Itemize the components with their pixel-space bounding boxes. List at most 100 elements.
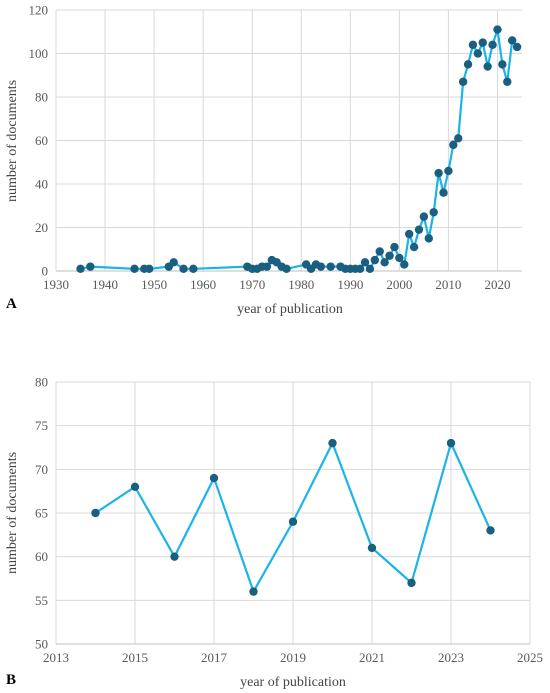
chart-a-point-2000 xyxy=(395,253,404,263)
chart-a-xtick-2020: 2020 xyxy=(484,277,510,292)
chart-a-point-2007 xyxy=(429,208,438,217)
chart-a-point-1996 xyxy=(375,247,384,256)
chart-a-point-1994 xyxy=(365,264,375,274)
chart-a-point-1977 xyxy=(282,264,291,274)
chart-a-xlabel: year of publication xyxy=(237,302,343,317)
chart-a-xtick-1970: 1970 xyxy=(239,277,265,292)
chart-a-point-2011 xyxy=(449,140,458,150)
chart-b-point-2020 xyxy=(328,438,337,448)
chart-a-point-2004 xyxy=(414,225,424,234)
chart-b-point-2015 xyxy=(130,482,140,491)
chart-b-ytick-50: 50 xyxy=(35,637,48,652)
chart-a-xtick-1950: 1950 xyxy=(141,277,167,292)
chart-a-point-2012 xyxy=(454,134,463,143)
chart-a-ytick-20: 20 xyxy=(35,220,48,235)
chart-b-points xyxy=(91,438,495,596)
chart-a-point-1984 xyxy=(316,262,326,271)
chart-b-panel-letter: B xyxy=(6,672,16,688)
chart-a-point-2014 xyxy=(463,60,473,69)
chart-b-xtick-2015: 2015 xyxy=(122,650,148,665)
chart-a-point-1997 xyxy=(380,258,389,267)
chart-a-ylabel: number of documents xyxy=(5,80,20,202)
chart-a-point-1992 xyxy=(355,264,365,274)
chart-b-ytick-75: 75 xyxy=(35,418,48,433)
chart-a-point-2018 xyxy=(483,62,492,71)
chart-b-xtick-2017: 2017 xyxy=(201,650,228,665)
chart-a-ytick-100: 100 xyxy=(29,46,49,61)
chart-a-grid xyxy=(55,9,522,272)
chart-b-point-2017 xyxy=(209,473,219,483)
chart-a-point-2008 xyxy=(434,168,443,178)
chart-b-point-2023 xyxy=(446,438,456,448)
chart-b: 2013 2015 2017 2019 2021 2023 2025 50 55 60 65 70 7… xyxy=(5,375,543,691)
chart-a-point-1999 xyxy=(390,242,399,252)
chart-a-point-2005 xyxy=(419,212,429,221)
chart-b-ytick-55: 55 xyxy=(35,593,48,608)
chart-b-xticks: 2013 2015 2017 2019 2021 2023 2025 xyxy=(43,650,543,665)
chart-a-point-2009 xyxy=(439,188,448,197)
chart-b-xtick-2025: 2025 xyxy=(517,650,543,665)
chart-b-ytick-80: 80 xyxy=(35,375,48,390)
chart-b-point-2018 xyxy=(249,587,258,596)
chart-b-ytick-65: 65 xyxy=(35,506,48,521)
chart-a-point-1954 xyxy=(169,258,178,267)
chart-a-point-1935 xyxy=(76,264,85,274)
chart-a-point-1949 xyxy=(145,264,154,274)
chart-a-xtick-2010: 2010 xyxy=(435,277,461,292)
chart-b-point-2022 xyxy=(407,578,416,588)
chart-b-xtick-2021: 2021 xyxy=(359,650,385,665)
chart-a-point-1958 xyxy=(189,264,198,274)
chart-a-ytick-0: 0 xyxy=(42,264,49,279)
chart-a-point-2017 xyxy=(478,38,487,47)
chart-a-point-1946 xyxy=(130,264,139,274)
chart-a-point-2006 xyxy=(424,234,433,243)
chart-a-points xyxy=(76,25,522,274)
chart-b-ytick-70: 70 xyxy=(35,462,48,477)
chart-a-point-2024 xyxy=(512,42,522,52)
chart-b-xtick-2019: 2019 xyxy=(280,650,306,665)
chart-a-point-1993 xyxy=(360,258,370,267)
chart-a-point-1986 xyxy=(326,262,335,271)
chart-a-point-2015 xyxy=(468,40,478,49)
chart-a-panel-letter: A xyxy=(6,296,17,312)
chart-a-point-2020 xyxy=(493,25,502,34)
chart-b-xtick-2013: 2013 xyxy=(43,650,69,665)
chart-a-xtick-1930: 1930 xyxy=(43,277,69,292)
chart-a-point-2001 xyxy=(400,260,409,269)
chart-a-ytick-120: 120 xyxy=(29,3,49,18)
chart-a-xtick-1940: 1940 xyxy=(92,277,118,292)
chart-a-point-2022 xyxy=(503,77,512,86)
chart-a-point-2019 xyxy=(488,40,497,49)
chart-a-point-2023 xyxy=(507,36,517,45)
chart-a-xtick-1960: 1960 xyxy=(190,277,216,292)
chart-b-point-2019 xyxy=(288,517,298,526)
chart-b-point-2014 xyxy=(91,508,100,518)
chart-b-grid xyxy=(55,381,531,645)
chart-a-point-2010 xyxy=(444,166,453,176)
chart-a-point-2002 xyxy=(404,229,414,239)
chart-a-point-1937 xyxy=(86,262,95,271)
chart-b-xlabel: year of publication xyxy=(240,675,346,690)
chart-a-point-2021 xyxy=(498,60,507,69)
chart-b-ytick-60: 60 xyxy=(35,549,48,564)
chart-a-point-2003 xyxy=(409,242,419,252)
chart-a-xtick-1990: 1990 xyxy=(337,277,363,292)
chart-a-point-1998 xyxy=(385,251,394,260)
chart-a-series-line xyxy=(80,29,518,271)
chart-a: 1930 1940 1950 1960 1970 1980 1990 2000 2010 2020… xyxy=(5,3,522,317)
chart-a-point-1956 xyxy=(179,264,188,274)
chart-a-point-2016 xyxy=(473,49,483,58)
chart-b-point-2024 xyxy=(486,526,495,535)
chart-b-point-2021 xyxy=(367,543,377,553)
chart-b-yticks: 50 55 60 65 70 75 80 xyxy=(35,375,48,652)
chart-a-point-2013 xyxy=(458,77,468,86)
chart-a-ytick-80: 80 xyxy=(35,90,48,105)
chart-a-ytick-40: 40 xyxy=(35,177,48,192)
chart-a-xtick-1980: 1980 xyxy=(288,277,314,292)
chart-b-xtick-2023: 2023 xyxy=(438,650,464,665)
chart-a-xticks: 1930 1940 1950 1960 1970 1980 1990 2000 2010 2020 xyxy=(43,277,510,292)
chart-a-ytick-60: 60 xyxy=(35,133,48,148)
chart-b-ylabel: number of documents xyxy=(5,452,20,574)
chart-a-xtick-2000: 2000 xyxy=(386,277,412,292)
